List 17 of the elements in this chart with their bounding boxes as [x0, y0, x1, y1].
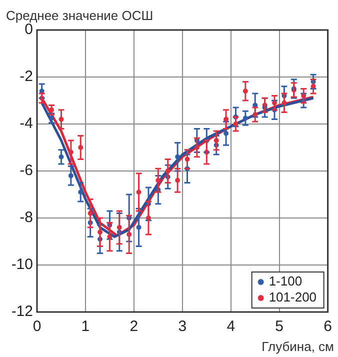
x-tick-label: 1: [81, 318, 90, 336]
x-axis-title: Глубина, см: [262, 339, 334, 354]
y-tick-label: -2: [20, 68, 33, 86]
y-tick-label: -8: [20, 209, 33, 226]
y-axis-title: Среднее значение ОСШ: [6, 8, 154, 23]
y-tick-label: -4: [20, 115, 33, 132]
x-tick-label: 2: [130, 318, 138, 336]
legend-label: 1-100: [268, 274, 302, 289]
x-tick-label: 5: [275, 318, 284, 336]
x-tick-label: 6: [324, 318, 332, 336]
y-tick-label: -10: [11, 256, 33, 274]
y-tick-label: 0: [24, 21, 33, 38]
y-tick-label: -12: [11, 303, 33, 320]
x-tick-label: 4: [226, 318, 236, 336]
y-tick-label: -6: [20, 162, 33, 180]
legend-label: 101-200: [268, 290, 317, 305]
x-tick-label: 3: [178, 318, 187, 336]
